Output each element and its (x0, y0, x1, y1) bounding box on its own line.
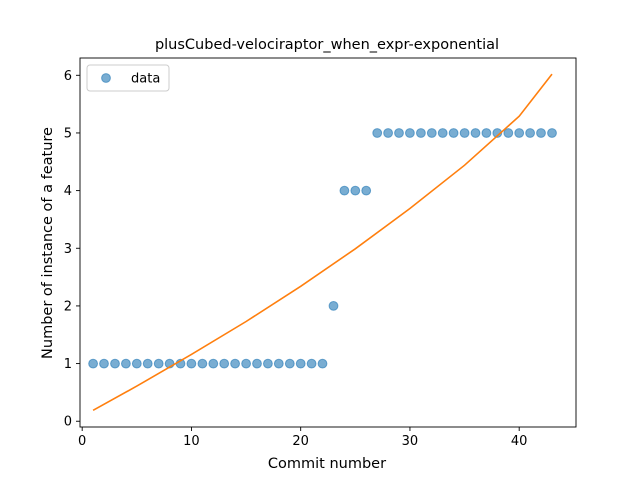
data-point (383, 128, 394, 138)
data-point (328, 301, 339, 311)
y-tick-label: 2 (64, 299, 72, 314)
x-tick-label: 40 (511, 434, 528, 449)
data-point (252, 358, 262, 369)
data-point (525, 128, 535, 138)
data-point (394, 128, 404, 138)
data-point (110, 358, 120, 369)
y-tick-label: 6 (64, 69, 72, 84)
plot-area: 0 10 20 30 40 0 1 2 3 4 5 6 data (64, 57, 577, 449)
data-point (273, 358, 284, 369)
data-point (88, 358, 98, 369)
data-point (131, 358, 142, 369)
legend-marker (101, 73, 111, 83)
y-tick-label: 0 (64, 415, 72, 430)
data-point (448, 128, 459, 138)
chart-title: plusCubed-velociraptor_when_expr-exponen… (155, 37, 499, 53)
data-point (284, 358, 295, 369)
y-tick-label: 4 (64, 184, 72, 199)
data-point (186, 358, 197, 369)
data-point (142, 358, 153, 369)
data-point (350, 185, 361, 196)
data-point (295, 358, 306, 369)
data-point (437, 128, 448, 138)
data-point (153, 358, 164, 369)
data-point (121, 358, 131, 369)
x-tick-label: 10 (183, 434, 200, 449)
x-axis-label: Commit number (268, 456, 386, 472)
y-tick-label: 5 (64, 126, 72, 141)
data-point (99, 358, 109, 369)
data-point (339, 185, 350, 196)
fit-line (92, 73, 553, 411)
data-point (503, 128, 514, 138)
data-point (514, 128, 525, 138)
data-point (263, 358, 273, 369)
data-point (481, 128, 492, 138)
data-point (426, 128, 437, 138)
data-point (547, 128, 557, 138)
data-point (306, 358, 317, 369)
data-point (536, 128, 546, 138)
data-point (405, 128, 415, 138)
data-point (416, 128, 426, 138)
x-tick-label: 20 (292, 434, 309, 449)
legend-box (86, 64, 170, 92)
data-point (492, 128, 503, 138)
y-axis-label: Number of instance of a feature (40, 127, 56, 359)
data-point (459, 128, 470, 138)
data-point (219, 358, 230, 369)
data-point (241, 358, 252, 369)
x-tick-label: 0 (78, 434, 86, 449)
data-point (470, 128, 481, 138)
data-point (230, 358, 241, 369)
y-tick-label: 3 (64, 242, 72, 257)
x-tick-label: 30 (402, 434, 419, 449)
data-point (208, 358, 219, 369)
data-point (317, 358, 328, 369)
legend-label: data (131, 72, 160, 87)
data-point (372, 128, 383, 138)
plot-frame (79, 57, 577, 428)
data-point (361, 185, 372, 196)
data-point (197, 358, 208, 369)
y-tick-label: 1 (64, 357, 72, 372)
